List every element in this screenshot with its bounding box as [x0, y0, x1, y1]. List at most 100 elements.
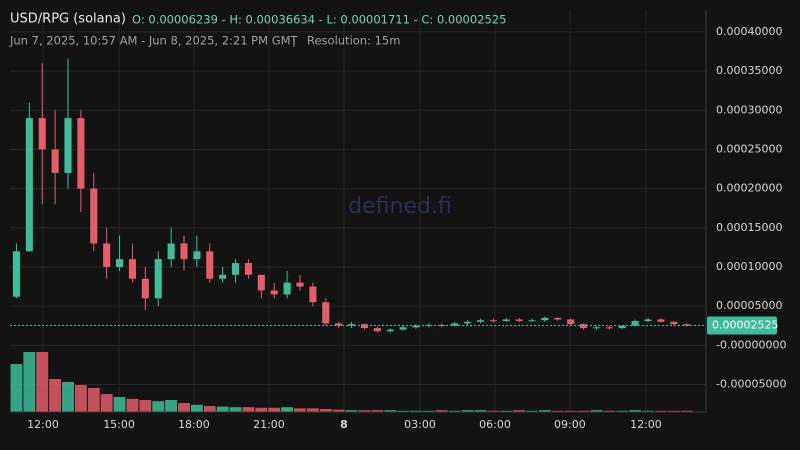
volume-bar	[319, 409, 332, 412]
volume-bar	[577, 410, 590, 412]
volume-bar	[229, 407, 242, 412]
candle-body	[528, 320, 536, 322]
candle-body	[515, 319, 523, 322]
candle-body	[103, 243, 111, 267]
volume-bar	[100, 394, 113, 412]
volume-bar	[36, 352, 49, 412]
volume-bar	[358, 410, 371, 412]
x-tick-label: 12:00	[630, 418, 662, 431]
x-tick-label: 09:00	[554, 418, 586, 431]
y-tick-label: 0.00030000	[716, 103, 782, 116]
x-tick-label: 15:00	[103, 418, 135, 431]
volume-bar	[294, 408, 306, 412]
volume-bar	[49, 379, 62, 412]
volume-bar	[87, 388, 100, 412]
x-tick-label: 12:00	[27, 418, 59, 431]
candle-body	[270, 290, 278, 295]
candle-body	[618, 325, 626, 329]
candle-body	[425, 324, 433, 326]
volume-bar	[474, 410, 487, 412]
candle-body	[438, 324, 446, 326]
volume-bar	[139, 400, 152, 412]
x-tick-label: 06:00	[479, 418, 511, 431]
candle-body	[554, 317, 562, 320]
volume-bar	[178, 403, 190, 412]
volume-bar	[10, 364, 23, 412]
candle-body	[335, 323, 343, 326]
volume-bar	[255, 407, 268, 412]
volume-bar	[397, 410, 410, 412]
volume-bar	[500, 410, 513, 412]
candle-body	[51, 149, 59, 173]
volume-bar	[165, 400, 178, 412]
volume-bar	[590, 410, 603, 412]
y-tick-label: 0.00010000	[716, 260, 782, 273]
volume-bar	[345, 410, 358, 412]
candle-body	[464, 321, 472, 324]
candle-body	[360, 324, 368, 329]
watermark: defined.fi	[348, 194, 452, 219]
candle-body	[348, 324, 356, 326]
last-price-label: 0.00002525	[712, 319, 778, 332]
last-price-box	[707, 316, 777, 335]
volume-bar	[281, 407, 294, 412]
y-tick-label: 0.00005000	[716, 299, 782, 312]
candle-body	[116, 259, 124, 267]
y-tick-label: -0.00005000	[716, 378, 786, 391]
x-tick-label: 21:00	[253, 418, 285, 431]
volume-bar	[603, 410, 616, 412]
x-tick-label: 18:00	[178, 418, 210, 431]
volume-bar	[435, 410, 448, 412]
volume-bar	[487, 410, 500, 412]
volume-bar	[422, 410, 435, 412]
candle-body	[451, 323, 459, 326]
candle-body	[580, 324, 588, 329]
grid	[10, 10, 706, 412]
x-tick-label: 03:00	[404, 418, 436, 431]
candle-body	[232, 263, 240, 275]
candle-body	[244, 263, 252, 275]
candle-body	[12, 251, 20, 297]
candle-body	[25, 118, 33, 252]
volume-bar	[203, 406, 216, 412]
candle-body	[541, 317, 549, 321]
volume-bar	[371, 410, 384, 412]
y-tick-label: 0.00025000	[716, 142, 782, 155]
plot	[10, 58, 693, 412]
candle-body	[296, 282, 304, 287]
candle-body	[399, 327, 407, 330]
volume-bar	[384, 410, 397, 412]
volume-bar	[551, 410, 564, 412]
candle-body	[476, 320, 484, 322]
volume-bar	[616, 410, 629, 412]
candle-body	[412, 325, 420, 328]
y-tick-label: -0.00000000	[716, 338, 786, 351]
volume-bar	[242, 407, 255, 412]
chart-title: USD/RPG (solana)	[10, 12, 126, 27]
candle-body	[489, 320, 497, 322]
candle-body	[683, 324, 691, 326]
candle-body	[64, 118, 72, 173]
candle-body	[322, 302, 330, 324]
candle-body	[373, 328, 381, 332]
volume-bar	[667, 410, 680, 412]
separator: |	[292, 34, 296, 48]
candle-body	[386, 329, 394, 332]
candle-body	[180, 243, 188, 260]
subtitle: Jun 7, 2025, 10:57 AM - Jun 8, 2025, 2:2…	[9, 34, 299, 48]
ohlc-label: O: 0.00006239 - H: 0.00036634 - L: 0.000…	[132, 13, 506, 27]
volume-bar	[410, 410, 422, 412]
candle-body	[167, 243, 175, 260]
volume-bar	[513, 410, 526, 412]
candle-body	[309, 286, 317, 303]
volume-bar	[461, 410, 474, 412]
candle-body	[219, 274, 227, 279]
volume-bar	[113, 397, 126, 412]
volume-bar	[152, 401, 165, 412]
volume-bar	[642, 410, 654, 412]
volume-bar	[190, 404, 203, 412]
resolution: Resolution: 15m	[307, 34, 400, 48]
volume-bar	[680, 410, 693, 412]
